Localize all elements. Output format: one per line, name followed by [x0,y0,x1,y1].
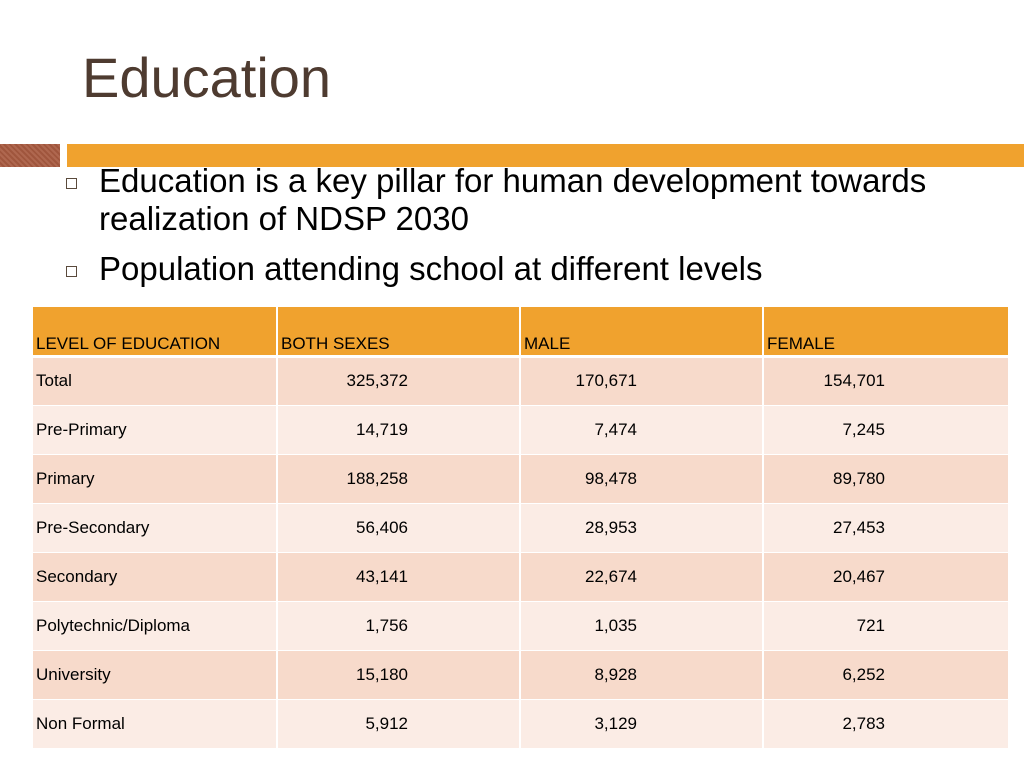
cell-level: Primary [33,454,278,504]
cell-level: Polytechnic/Diploma [33,601,278,651]
education-table: LEVEL OF EDUCATION BOTH SEXES MALE FEMAL… [33,307,1008,749]
bullet-item: Education is a key pillar for human deve… [66,162,996,238]
cell-male: 3,129 [520,699,764,749]
cell-level: Pre-Primary [33,405,278,455]
cell-male: 1,035 [520,601,764,651]
cell-female: 721 [763,601,1008,651]
square-bullet-icon [66,178,77,189]
cell-female: 154,701 [763,356,1008,406]
slide-title: Education [82,46,332,109]
cell-level: University [33,650,278,700]
cell-level: Non Formal [33,699,278,749]
cell-female: 20,467 [763,552,1008,602]
cell-level: Pre-Secondary [33,503,278,553]
cell-both-sexes: 56,406 [277,503,521,553]
cell-level: Total [33,356,278,406]
table-row: Pre-Primary 14,719 7,474 7,245 [33,405,1008,455]
table-row: Primary 188,258 98,478 89,780 [33,454,1008,504]
table-row: University 15,180 8,928 6,252 [33,650,1008,700]
table-row: Pre-Secondary 56,406 28,953 27,453 [33,503,1008,553]
cell-both-sexes: 15,180 [277,650,521,700]
cell-male: 98,478 [520,454,764,504]
table-header-row: LEVEL OF EDUCATION BOTH SEXES MALE FEMAL… [33,307,1008,358]
cell-male: 8,928 [520,650,764,700]
cell-both-sexes: 1,756 [277,601,521,651]
cell-female: 27,453 [763,503,1008,553]
header-female: FEMALE [763,307,1008,358]
table-body: Total 325,372 170,671 154,701 Pre-Primar… [33,356,1008,749]
header-male: MALE [520,307,764,358]
cell-female: 2,783 [763,699,1008,749]
bullet-item: Population attending school at different… [66,250,996,288]
cell-both-sexes: 5,912 [277,699,521,749]
square-bullet-icon [66,266,77,277]
cell-both-sexes: 188,258 [277,454,521,504]
cell-both-sexes: 14,719 [277,405,521,455]
cell-female: 7,245 [763,405,1008,455]
bullet-list: Education is a key pillar for human deve… [66,162,996,300]
table-row: Non Formal 5,912 3,129 2,783 [33,699,1008,749]
cell-female: 6,252 [763,650,1008,700]
cell-female: 89,780 [763,454,1008,504]
accent-bar-left [0,144,60,167]
accent-bar-right [67,144,1024,167]
bullet-text: Education is a key pillar for human deve… [99,162,927,237]
cell-male: 28,953 [520,503,764,553]
cell-both-sexes: 325,372 [277,356,521,406]
table-row: Secondary 43,141 22,674 20,467 [33,552,1008,602]
cell-male: 170,671 [520,356,764,406]
cell-both-sexes: 43,141 [277,552,521,602]
table-row: Polytechnic/Diploma 1,756 1,035 721 [33,601,1008,651]
header-level: LEVEL OF EDUCATION [33,307,278,358]
cell-male: 22,674 [520,552,764,602]
cell-male: 7,474 [520,405,764,455]
table-row: Total 325,372 170,671 154,701 [33,356,1008,406]
cell-level: Secondary [33,552,278,602]
header-both-sexes: BOTH SEXES [277,307,521,358]
bullet-text: Population attending school at different… [99,250,763,287]
